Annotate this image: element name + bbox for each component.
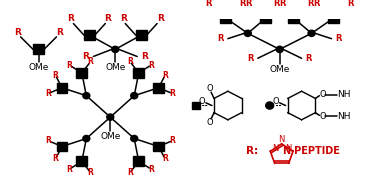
Text: R: R	[141, 52, 148, 61]
Text: R: R	[87, 57, 93, 66]
Text: O: O	[319, 112, 326, 121]
Text: R: R	[247, 54, 254, 63]
Text: R: R	[56, 28, 63, 37]
Circle shape	[131, 135, 138, 142]
Bar	[76, 157, 87, 166]
Text: N-PEPTIDE: N-PEPTIDE	[283, 146, 341, 156]
Bar	[136, 30, 147, 40]
Text: R: R	[246, 0, 252, 7]
Text: R: R	[279, 0, 286, 7]
Text: R: R	[82, 52, 89, 61]
Text: R: R	[14, 28, 21, 37]
Text: O: O	[207, 118, 213, 127]
Text: R: R	[335, 34, 342, 43]
Text: OMe: OMe	[270, 65, 290, 74]
Circle shape	[266, 102, 274, 109]
Bar	[220, 13, 231, 23]
Bar	[192, 102, 200, 109]
Bar	[153, 83, 164, 93]
Text: R: R	[162, 154, 168, 163]
Text: OMe: OMe	[105, 63, 125, 72]
Text: R: R	[347, 0, 354, 7]
Bar	[328, 13, 339, 23]
Text: R: R	[45, 89, 51, 98]
Bar	[133, 157, 144, 166]
Circle shape	[112, 46, 119, 52]
Bar	[76, 68, 87, 78]
Bar	[260, 13, 271, 23]
Text: R: R	[156, 14, 164, 23]
Text: R:: R:	[246, 146, 258, 156]
Bar	[133, 68, 144, 78]
Text: R: R	[104, 14, 111, 23]
Text: R: R	[206, 0, 212, 7]
Circle shape	[244, 30, 251, 36]
Text: R: R	[240, 0, 246, 7]
Circle shape	[83, 93, 90, 99]
Text: O: O	[319, 90, 326, 99]
Circle shape	[276, 46, 283, 52]
Bar	[33, 44, 44, 54]
Text: R: R	[45, 136, 51, 145]
Circle shape	[107, 114, 114, 120]
Text: R: R	[162, 71, 168, 80]
Bar	[288, 13, 299, 23]
Text: R: R	[67, 61, 73, 70]
Text: R: R	[87, 168, 93, 177]
Text: R: R	[313, 0, 320, 7]
Text: N: N	[272, 144, 279, 153]
Text: R: R	[53, 71, 59, 80]
Text: R: R	[148, 165, 154, 174]
Text: NH: NH	[338, 112, 351, 121]
Text: R: R	[305, 54, 312, 63]
Circle shape	[83, 135, 90, 142]
Text: O: O	[273, 97, 279, 106]
Circle shape	[131, 93, 138, 99]
Text: N: N	[279, 135, 285, 144]
Bar	[57, 142, 68, 151]
Text: R: R	[53, 154, 59, 163]
Text: OMe: OMe	[100, 132, 121, 141]
Text: R: R	[169, 89, 175, 98]
Text: OMe: OMe	[28, 63, 49, 72]
Text: R: R	[273, 0, 280, 7]
Bar	[57, 83, 68, 93]
Text: R: R	[169, 136, 175, 145]
Bar	[84, 30, 95, 40]
Circle shape	[308, 30, 315, 36]
Text: R: R	[127, 57, 133, 66]
Text: R: R	[217, 34, 224, 43]
Text: R: R	[67, 14, 74, 23]
Text: N: N	[285, 144, 291, 153]
Text: R: R	[120, 14, 127, 23]
Text: NH: NH	[338, 90, 351, 99]
Text: R: R	[67, 165, 73, 174]
Text: O: O	[207, 84, 213, 93]
Text: O: O	[199, 97, 205, 106]
Bar	[153, 142, 164, 151]
Text: R: R	[307, 0, 314, 7]
Text: R: R	[148, 61, 154, 70]
Text: R: R	[127, 168, 133, 177]
